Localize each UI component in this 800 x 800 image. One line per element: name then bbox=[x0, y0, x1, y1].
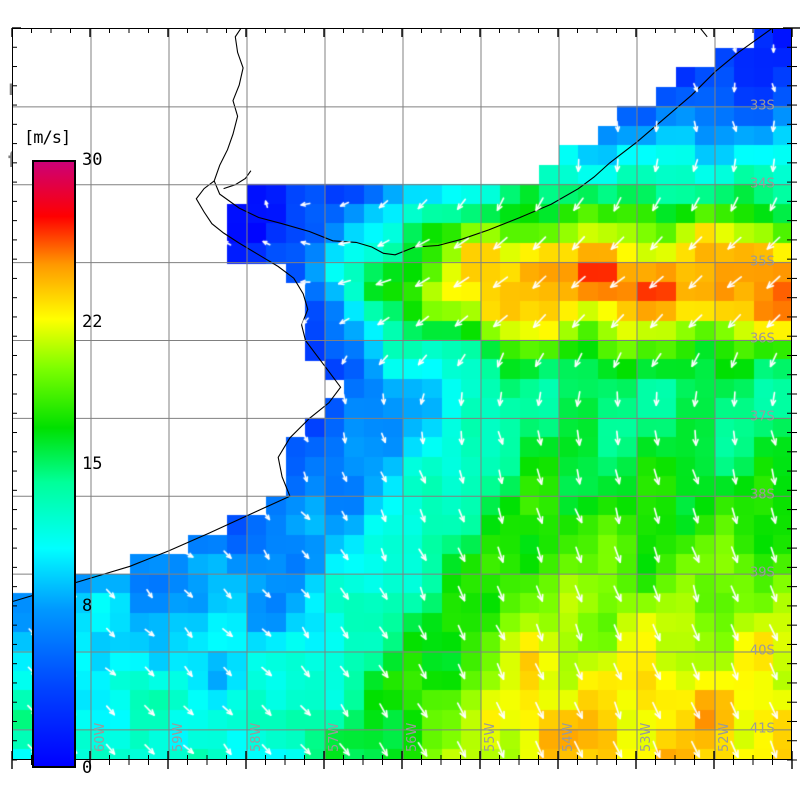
graticule-gridlines bbox=[13, 29, 791, 759]
lon-label-53W: 53W bbox=[639, 722, 654, 752]
lat-label-38S: 38S bbox=[750, 487, 775, 503]
lat-label-37S: 37S bbox=[750, 409, 775, 425]
lon-label-55W: 55W bbox=[483, 722, 498, 752]
colorbar-gradient bbox=[32, 160, 76, 768]
lon-label-56W: 56W bbox=[405, 722, 420, 752]
lat-label-34S: 34S bbox=[750, 176, 775, 192]
colorbar-tick-30: 30 bbox=[82, 150, 103, 170]
lon-label-54W: 54W bbox=[561, 722, 576, 752]
lat-label-41S: 41S bbox=[750, 721, 775, 737]
lat-label-40S: 40S bbox=[750, 643, 775, 659]
colorbar-tick-15: 15 bbox=[82, 454, 103, 474]
lon-label-60W: 60W bbox=[93, 722, 108, 752]
lon-label-58W: 58W bbox=[249, 722, 264, 752]
colorbar-tick-8: 8 bbox=[82, 595, 93, 616]
lat-label-39S: 39S bbox=[750, 565, 775, 581]
colorbar[interactable]: 30 22 15 8 0 bbox=[32, 150, 102, 778]
colorbar-tick-0: 0 bbox=[82, 758, 93, 778]
wind-direction-arrows bbox=[13, 29, 791, 759]
colorbar-unit-label: [m/s] bbox=[24, 128, 71, 148]
lat-label-35S: 35S bbox=[750, 254, 775, 270]
lon-label-52W: 52W bbox=[717, 722, 732, 752]
lat-label-36S: 36S bbox=[750, 331, 775, 347]
lon-label-59W: 59W bbox=[171, 722, 186, 752]
lon-label-57W: 57W bbox=[327, 722, 342, 752]
lat-label-33S: 33S bbox=[750, 98, 775, 114]
colorbar-tick-22: 22 bbox=[82, 312, 103, 333]
map-plot-area[interactable] bbox=[12, 28, 792, 760]
